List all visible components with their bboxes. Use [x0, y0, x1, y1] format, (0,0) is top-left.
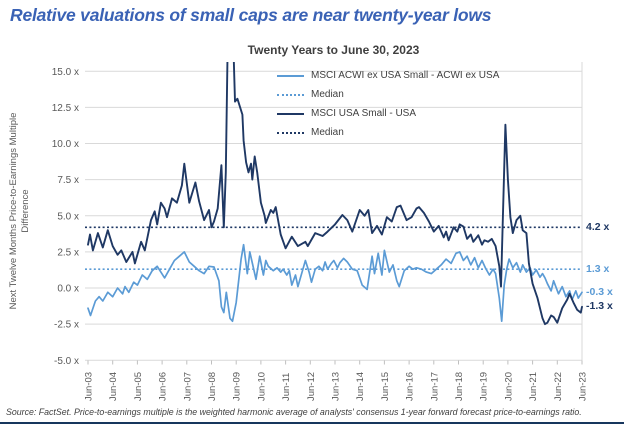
x-tick-label: Jun-15 [380, 372, 391, 401]
x-tick-label: Jun-05 [133, 372, 144, 401]
x-tick-label: Jun-22 [553, 372, 564, 401]
y-tick-label: 2.5 x [57, 247, 79, 258]
x-tick-label: Jun-16 [405, 372, 416, 401]
legend-dotted-swatch [277, 93, 304, 96]
legend-item: Median [277, 85, 499, 104]
legend-label: Median [311, 127, 344, 138]
legend-item: Median [277, 123, 499, 142]
legend-label: MSCI USA Small - USA [311, 108, 417, 119]
x-tick-label: Jun-11 [281, 373, 292, 401]
legend-line-swatch [277, 74, 304, 77]
x-tick-label: Jun-13 [331, 372, 342, 401]
x-tick-label: Jun-21 [528, 372, 539, 401]
y-axis-label: Next Twelve Months Price-to-Earnings Mul… [8, 61, 32, 361]
chart-legend: MSCI ACWI ex USA Small - ACWI ex USA Medi… [277, 66, 499, 142]
y-tick-label: 12.5 x [52, 103, 79, 114]
chart-title: Twenty Years to June 30, 2023 [247, 43, 420, 57]
y-tick-label: -2.5 x [54, 320, 79, 331]
median-value-label: 1.3 x [586, 262, 610, 275]
y-axis-label-line1: Next Twelve Months Price-to-Earnings Mul… [8, 112, 19, 310]
y-tick-label: 5.0 x [57, 211, 79, 222]
x-tick-label: Jun-09 [232, 372, 243, 401]
series-line [87, 62, 583, 326]
y-axis-label-line2: Difference [19, 189, 31, 233]
x-tick-label: Jun-18 [454, 372, 465, 401]
bottom-border [0, 422, 624, 424]
y-tick-label: 10.0 x [52, 139, 79, 150]
y-tick-label: 7.5 x [57, 175, 79, 186]
legend-item: MSCI USA Small - USA [277, 104, 499, 123]
x-tick-label: Jun-19 [479, 372, 490, 401]
x-tick-label: Jun-08 [207, 372, 218, 401]
x-tick-label: Jun-06 [158, 372, 169, 401]
page-title: Relative valuations of small caps are ne… [10, 5, 492, 25]
x-tick-label: Jun-14 [355, 372, 366, 401]
x-tick-label: Jun-12 [306, 372, 317, 401]
legend-label: Median [311, 89, 344, 100]
x-tick-label: Jun-10 [256, 372, 267, 401]
x-tick-label: Jun-04 [108, 372, 119, 401]
legend-line-swatch [277, 112, 304, 115]
legend-label: MSCI ACWI ex USA Small - ACWI ex USA [311, 70, 500, 81]
median-value-label: 4.2 x [586, 220, 610, 233]
x-tick-label: Jun-07 [182, 372, 193, 401]
y-tick-label: -5.0 x [54, 356, 79, 367]
x-tick-label: Jun-23 [578, 372, 589, 401]
y-tick-label: 0.0 x [57, 284, 79, 295]
y-tick-label: 15.0 x [52, 67, 79, 78]
series-end-value-label: -0.3 x [586, 285, 613, 298]
x-tick-label: Jun-20 [503, 372, 514, 401]
series-end-value-label: -1.3 x [586, 300, 613, 313]
legend-dotted-swatch [277, 131, 304, 134]
source-note: Source: FactSet. Price-to-earnings multi… [6, 407, 582, 417]
x-tick-label: Jun-03 [84, 372, 95, 401]
series-line [87, 243, 583, 323]
legend-item: MSCI ACWI ex USA Small - ACWI ex USA [277, 66, 499, 85]
x-tick-label: Jun-17 [429, 372, 440, 401]
